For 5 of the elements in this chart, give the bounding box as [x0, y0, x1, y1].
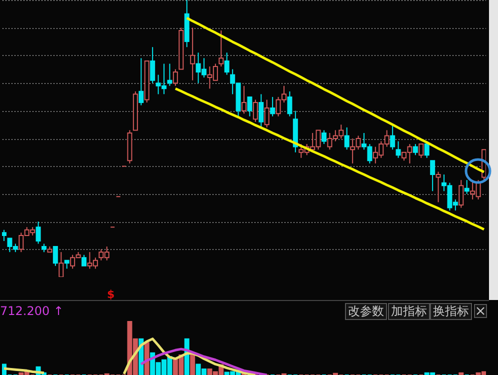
text: 加指标: [388, 303, 430, 320]
text: 712.200 ↑: [0, 304, 64, 318]
text: 换指标: [430, 303, 472, 320]
text: 改参数: [345, 303, 387, 320]
text: $: [107, 288, 115, 301]
